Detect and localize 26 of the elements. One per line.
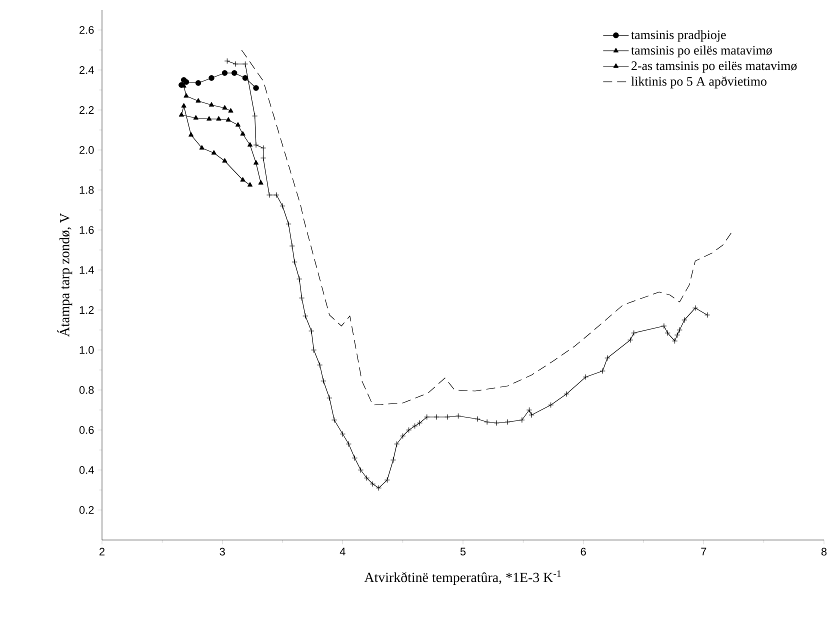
y-tick-label: 2.4 — [80, 66, 94, 74]
y-tick-label: 2.6 — [80, 26, 94, 34]
y-tick-label: 1.4 — [80, 266, 94, 274]
y-tick-label: 2.2 — [80, 106, 94, 114]
x-axis-title: Atvirkðtinë temperatûra, *1E-3 K$^{-1}$ — [364, 570, 561, 585]
x-tick-label: 6 — [580, 548, 586, 556]
legend-label: liktinis po 5 A apðvietimo — [631, 76, 766, 88]
x-tick-label: 8 — [821, 548, 827, 556]
y-tick-label: 1.6 — [80, 226, 94, 234]
y-tick-label: 2.0 — [80, 146, 94, 154]
x-tick-label: 2 — [100, 548, 104, 556]
x-tick-label: 7 — [701, 548, 706, 556]
y-tick-label: 1.2 — [80, 306, 94, 314]
y-tick-label: 0.6 — [79, 426, 94, 434]
x-tick-label: 5 — [460, 548, 466, 556]
x-tick-label: 3 — [220, 548, 225, 556]
y-tick-label: 0.8 — [79, 386, 94, 394]
y-tick-label: 1.0 — [80, 346, 94, 354]
legend-label: tamsinis pradþioje — [631, 30, 726, 42]
y-axis-title: Átampa tarp zondø, V — [57, 213, 72, 337]
legend-label: tamsinis po eilës matavimø — [631, 46, 772, 58]
y-tick-label: 0.2 — [79, 506, 94, 514]
y-tick-label: 0.4 — [79, 466, 94, 474]
legend-label: 2-as tamsinis po eilës matavimø — [632, 61, 797, 73]
y-tick-label: 1.8 — [80, 186, 94, 194]
x-tick-label: 4 — [340, 548, 346, 556]
